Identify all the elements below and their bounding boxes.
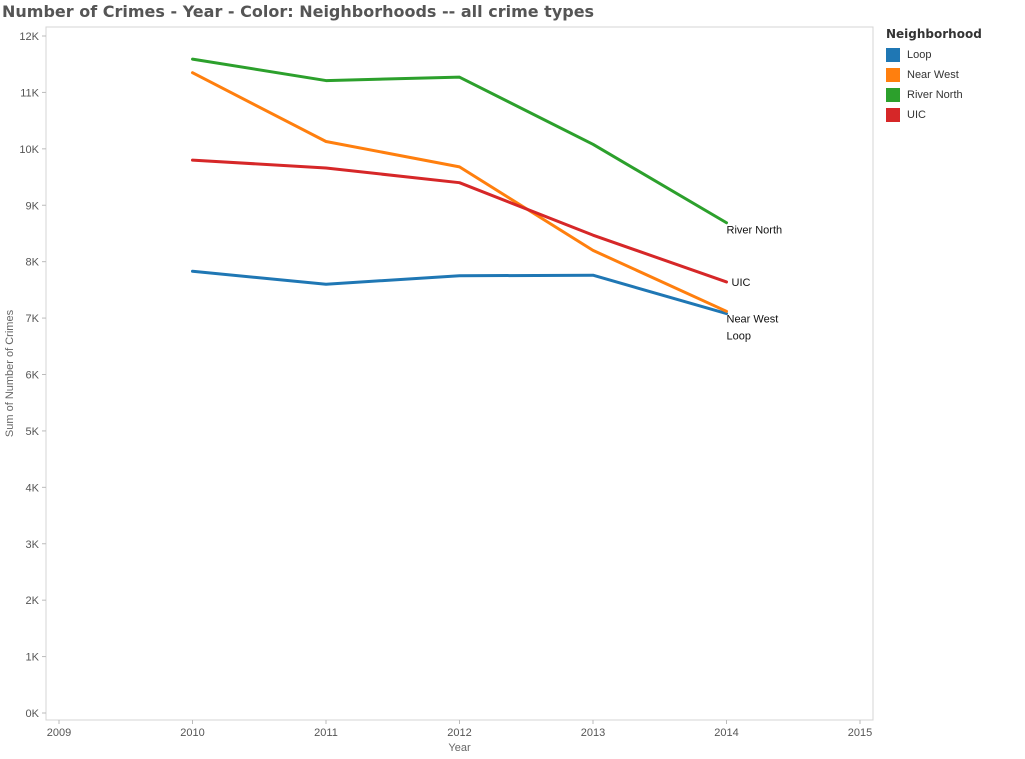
y-axis-title: Sum of Number of Crimes <box>4 309 16 437</box>
end-label-river-north: River North <box>727 225 783 237</box>
y-tick-label: 2K <box>26 595 40 607</box>
legend: Neighborhood Loop Near West River North UIC <box>886 27 982 125</box>
end-labels: River North UIC Near West Loop <box>727 225 783 343</box>
legend-label: Near West <box>907 69 959 81</box>
y-tick-label: 7K <box>26 313 40 325</box>
legend-label: UIC <box>907 109 926 121</box>
y-tick-label: 4K <box>26 482 40 494</box>
legend-swatch <box>886 48 900 62</box>
series-lines <box>191 57 728 316</box>
y-tick-label: 6K <box>26 370 40 382</box>
end-label-loop: Loop <box>727 330 751 342</box>
end-label-uic: UIC <box>732 277 751 289</box>
y-tick-label: 11K <box>20 87 39 99</box>
x-tick-label: 2014 <box>714 727 738 739</box>
y-tick-label: 9K <box>26 200 40 212</box>
legend-title: Neighborhood <box>886 27 982 41</box>
legend-swatch <box>886 88 900 102</box>
y-tick-label: 5K <box>26 426 40 438</box>
plot-area <box>45 26 874 721</box>
end-label-near-west: Near West <box>727 313 779 325</box>
series-line-near-west[interactable] <box>191 71 728 313</box>
x-tick-label: 2010 <box>180 727 204 739</box>
x-tick-label: 2013 <box>581 727 605 739</box>
x-tick-label: 2011 <box>314 727 338 739</box>
series-line-loop[interactable] <box>191 269 728 316</box>
chart-title: Number of Crimes - Year - Color: Neighbo… <box>2 2 595 21</box>
legend-swatch <box>886 68 900 82</box>
legend-item-river-north[interactable]: River North <box>886 85 982 105</box>
x-axis-title: Year <box>448 742 471 754</box>
x-tick-label: 2012 <box>447 727 471 739</box>
legend-swatch <box>886 108 900 122</box>
y-tick-label: 12K <box>19 31 39 43</box>
x-axis: 2009 2010 2011 2012 2013 2014 2015 <box>47 720 872 739</box>
y-tick-label: 1K <box>26 652 40 664</box>
y-tick-label: 3K <box>26 539 40 551</box>
legend-item-uic[interactable]: UIC <box>886 105 982 125</box>
legend-label: Loop <box>907 49 932 61</box>
y-tick-label: 0K <box>26 708 40 720</box>
series-line-uic[interactable] <box>191 158 728 284</box>
x-tick-label: 2015 <box>848 727 872 739</box>
legend-item-near-west[interactable]: Near West <box>886 65 982 85</box>
legend-item-loop[interactable]: Loop <box>886 45 982 65</box>
legend-label: River North <box>907 89 963 101</box>
y-tick-label: 10K <box>19 144 39 156</box>
y-tick-label: 8K <box>26 257 40 269</box>
series-line-river-north[interactable] <box>191 57 728 225</box>
y-axis: 0K 1K 2K 3K 4K 5K 6K 7K 8K 9K 10K 11K 12K <box>19 31 46 720</box>
x-tick-label: 2009 <box>47 727 71 739</box>
